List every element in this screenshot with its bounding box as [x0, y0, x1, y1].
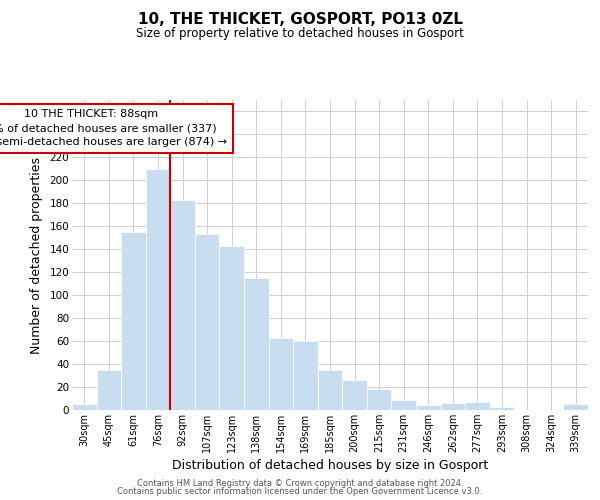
Bar [391, 400, 416, 410]
Bar [269, 338, 293, 410]
Bar [195, 234, 220, 410]
Bar [563, 404, 588, 410]
Bar [97, 370, 121, 410]
Bar [465, 402, 490, 410]
Text: Contains HM Land Registry data © Crown copyright and database right 2024.: Contains HM Land Registry data © Crown c… [137, 478, 463, 488]
Bar [367, 390, 391, 410]
Y-axis label: Number of detached properties: Number of detached properties [29, 156, 43, 354]
Bar [342, 380, 367, 410]
Text: Size of property relative to detached houses in Gosport: Size of property relative to detached ho… [136, 28, 464, 40]
Bar [416, 406, 440, 410]
Bar [170, 200, 195, 410]
Text: 10, THE THICKET, GOSPORT, PO13 0ZL: 10, THE THICKET, GOSPORT, PO13 0ZL [137, 12, 463, 28]
Text: 10 THE THICKET: 88sqm
← 28% of detached houses are smaller (337)
71% of semi-det: 10 THE THICKET: 88sqm ← 28% of detached … [0, 109, 227, 147]
Bar [318, 370, 342, 410]
X-axis label: Distribution of detached houses by size in Gosport: Distribution of detached houses by size … [172, 459, 488, 472]
Bar [146, 169, 170, 410]
Bar [440, 403, 465, 410]
Bar [490, 406, 514, 410]
Bar [293, 341, 318, 410]
Bar [220, 246, 244, 410]
Bar [244, 278, 269, 410]
Bar [72, 404, 97, 410]
Bar [121, 232, 146, 410]
Text: Contains public sector information licensed under the Open Government Licence v3: Contains public sector information licen… [118, 487, 482, 496]
